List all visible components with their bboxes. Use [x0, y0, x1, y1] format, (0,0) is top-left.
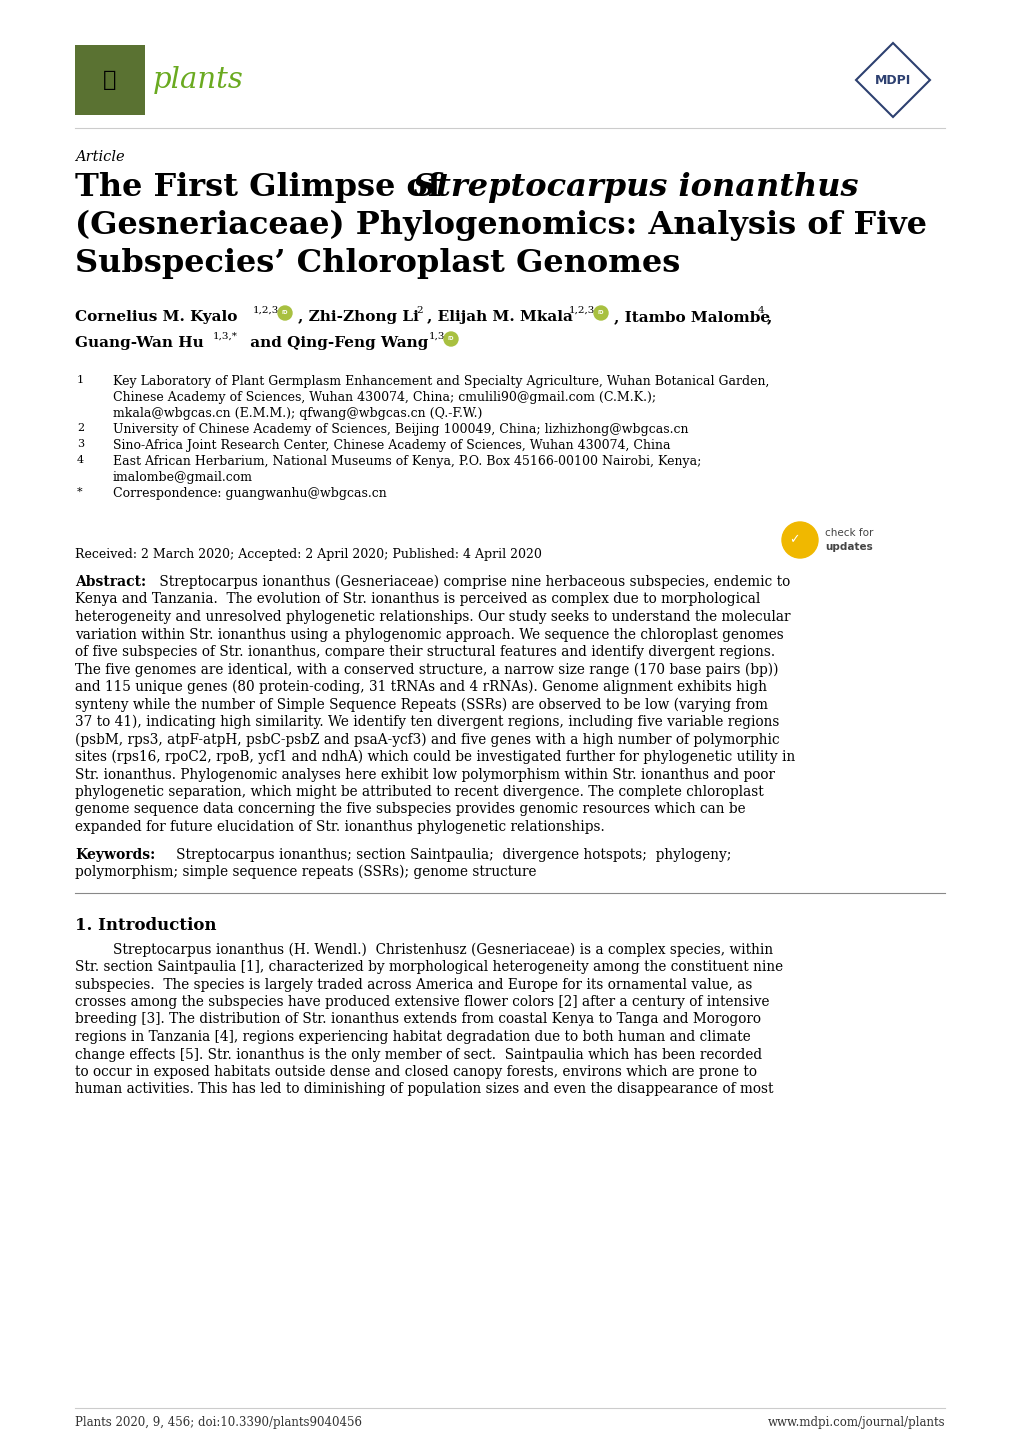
- Text: iD: iD: [447, 336, 453, 342]
- Text: and Qing-Feng Wang: and Qing-Feng Wang: [245, 336, 433, 350]
- Text: subspecies.  The species is largely traded across America and Europe for its orn: subspecies. The species is largely trade…: [75, 978, 752, 992]
- Circle shape: [593, 306, 607, 320]
- Text: plants: plants: [153, 66, 244, 94]
- Circle shape: [278, 306, 291, 320]
- Text: Subspecies’ Chloroplast Genomes: Subspecies’ Chloroplast Genomes: [75, 248, 680, 278]
- Text: and 115 unique genes (80 protein-coding, 31 tRNAs and 4 rRNAs). Genome alignment: and 115 unique genes (80 protein-coding,…: [75, 681, 766, 695]
- Text: Streptocarpus ionanthus (Gesneriaceae) comprise nine herbaceous subspecies, ende: Streptocarpus ionanthus (Gesneriaceae) c…: [155, 575, 790, 590]
- Text: 3: 3: [76, 438, 84, 448]
- Text: iD: iD: [597, 310, 603, 316]
- Text: variation within Str. ionanthus using a phylogenomic approach. We sequence the c: variation within Str. ionanthus using a …: [75, 627, 783, 642]
- Text: imalombe@gmail.com: imalombe@gmail.com: [113, 472, 253, 485]
- Text: 1. Introduction: 1. Introduction: [75, 917, 216, 934]
- FancyBboxPatch shape: [75, 45, 145, 115]
- Text: Streptocarpus ionanthus: Streptocarpus ionanthus: [413, 172, 858, 203]
- Text: check for: check for: [824, 528, 872, 538]
- Text: 🌿: 🌿: [103, 71, 116, 89]
- Text: crosses among the subspecies have produced extensive flower colors [2] after a c: crosses among the subspecies have produc…: [75, 995, 768, 1009]
- Text: Chinese Academy of Sciences, Wuhan 430074, China; cmulili90@gmail.com (C.M.K.);: Chinese Academy of Sciences, Wuhan 43007…: [113, 391, 655, 404]
- Text: MDPI: MDPI: [874, 74, 910, 87]
- Text: of five subspecies of Str. ionanthus, compare their structural features and iden: of five subspecies of Str. ionanthus, co…: [75, 645, 774, 659]
- Text: *: *: [76, 487, 83, 497]
- Text: updates: updates: [824, 542, 872, 552]
- Text: East African Herbarium, National Museums of Kenya, P.O. Box 45166-00100 Nairobi,: East African Herbarium, National Museums…: [113, 456, 701, 469]
- Text: Guang-Wan Hu: Guang-Wan Hu: [75, 336, 209, 350]
- Text: Str. ionanthus. Phylogenomic analyses here exhibit low polymorphism within Str. : Str. ionanthus. Phylogenomic analyses he…: [75, 767, 774, 782]
- Text: The First Glimpse of: The First Glimpse of: [75, 172, 452, 203]
- Text: Kenya and Tanzania.  The evolution of Str. ionanthus is perceived as complex due: Kenya and Tanzania. The evolution of Str…: [75, 593, 759, 607]
- Text: 4: 4: [757, 306, 764, 314]
- Text: Correspondence: guangwanhu@wbgcas.cn: Correspondence: guangwanhu@wbgcas.cn: [113, 487, 386, 500]
- Text: Abstract:: Abstract:: [75, 575, 146, 588]
- Text: Cornelius M. Kyalo: Cornelius M. Kyalo: [75, 310, 243, 324]
- Text: (Gesneriaceae) Phylogenomics: Analysis of Five: (Gesneriaceae) Phylogenomics: Analysis o…: [75, 211, 926, 241]
- Text: sites (rps16, rpoC2, rpoB, ycf1 and ndhA) which could be investigated further fo: sites (rps16, rpoC2, rpoB, ycf1 and ndhA…: [75, 750, 795, 764]
- Text: The five genomes are identical, with a conserved structure, a narrow size range : The five genomes are identical, with a c…: [75, 662, 777, 676]
- Text: phylogenetic separation, which might be attributed to recent divergence. The com: phylogenetic separation, which might be …: [75, 784, 763, 799]
- Text: , Itambo Malombe: , Itambo Malombe: [613, 310, 774, 324]
- Text: , Zhi-Zhong Li: , Zhi-Zhong Li: [298, 310, 424, 324]
- Text: 37 to 41), indicating high similarity. We identify ten divergent regions, includ: 37 to 41), indicating high similarity. W…: [75, 715, 779, 730]
- Text: Streptocarpus ionanthus; section Saintpaulia;  divergence hotspots;  phylogeny;: Streptocarpus ionanthus; section Saintpa…: [163, 848, 731, 861]
- Text: , Elijah M. Mkala: , Elijah M. Mkala: [427, 310, 578, 324]
- Text: Plants 2020, 9, 456; doi:10.3390/plants9040456: Plants 2020, 9, 456; doi:10.3390/plants9…: [75, 1416, 362, 1429]
- Text: mkala@wbgcas.cn (E.M.M.); qfwang@wbgcas.cn (Q.-F.W.): mkala@wbgcas.cn (E.M.M.); qfwang@wbgcas.…: [113, 407, 482, 420]
- Text: iD: iD: [281, 310, 288, 316]
- Text: ,: ,: [766, 310, 771, 324]
- Text: genome sequence data concerning the five subspecies provides genomic resources w: genome sequence data concerning the five…: [75, 803, 745, 816]
- Text: ✓: ✓: [788, 534, 799, 547]
- Text: expanded for future elucidation of Str. ionanthus phylogenetic relationships.: expanded for future elucidation of Str. …: [75, 820, 604, 833]
- Text: heterogeneity and unresolved phylogenetic relationships. Our study seeks to unde: heterogeneity and unresolved phylogeneti…: [75, 610, 790, 624]
- Text: human activities. This has led to diminishing of population sizes and even the d: human activities. This has led to dimini…: [75, 1083, 772, 1096]
- Text: Key Laboratory of Plant Germplasm Enhancement and Specialty Agriculture, Wuhan B: Key Laboratory of Plant Germplasm Enhanc…: [113, 375, 768, 388]
- Circle shape: [443, 332, 458, 346]
- Text: 2: 2: [76, 423, 84, 433]
- Text: breeding [3]. The distribution of Str. ionanthus extends from coastal Kenya to T: breeding [3]. The distribution of Str. i…: [75, 1012, 760, 1027]
- Text: www.mdpi.com/journal/plants: www.mdpi.com/journal/plants: [766, 1416, 944, 1429]
- Text: Str. section Saintpaulia [1], characterized by morphological heterogeneity among: Str. section Saintpaulia [1], characteri…: [75, 960, 783, 973]
- Text: Received: 2 March 2020; Accepted: 2 April 2020; Published: 4 April 2020: Received: 2 March 2020; Accepted: 2 Apri…: [75, 548, 541, 561]
- Text: Streptocarpus ionanthus (H. Wendl.)  Christenhusz (Gesneriaceae) is a complex sp: Streptocarpus ionanthus (H. Wendl.) Chri…: [113, 943, 772, 957]
- Text: Article: Article: [75, 150, 124, 164]
- Text: Keywords:: Keywords:: [75, 848, 155, 861]
- Circle shape: [782, 522, 817, 558]
- Polygon shape: [855, 43, 929, 117]
- Text: 4: 4: [76, 456, 84, 464]
- Text: to occur in exposed habitats outside dense and closed canopy forests, environs w: to occur in exposed habitats outside den…: [75, 1066, 756, 1079]
- Text: synteny while the number of Simple Sequence Repeats (SSRs) are observed to be lo: synteny while the number of Simple Seque…: [75, 698, 767, 712]
- Text: 1,2,3: 1,2,3: [253, 306, 279, 314]
- Text: (psbM, rps3, atpF-atpH, psbC-psbZ and psaA-ycf3) and five genes with a high numb: (psbM, rps3, atpF-atpH, psbC-psbZ and ps…: [75, 733, 779, 747]
- Text: 1,2,3: 1,2,3: [569, 306, 595, 314]
- Text: 1,3: 1,3: [429, 332, 445, 340]
- Text: 1: 1: [76, 375, 84, 385]
- Text: 2: 2: [416, 306, 422, 314]
- Text: University of Chinese Academy of Sciences, Beijing 100049, China; lizhizhong@wbg: University of Chinese Academy of Science…: [113, 423, 688, 435]
- Text: polymorphism; simple sequence repeats (SSRs); genome structure: polymorphism; simple sequence repeats (S…: [75, 865, 536, 880]
- Text: 1,3,*: 1,3,*: [213, 332, 237, 340]
- Text: regions in Tanzania [4], regions experiencing habitat degradation due to both hu: regions in Tanzania [4], regions experie…: [75, 1030, 750, 1044]
- Text: Sino-Africa Joint Research Center, Chinese Academy of Sciences, Wuhan 430074, Ch: Sino-Africa Joint Research Center, Chine…: [113, 438, 669, 451]
- Text: change effects [5]. Str. ionanthus is the only member of sect.  Saintpaulia whic: change effects [5]. Str. ionanthus is th…: [75, 1047, 761, 1061]
